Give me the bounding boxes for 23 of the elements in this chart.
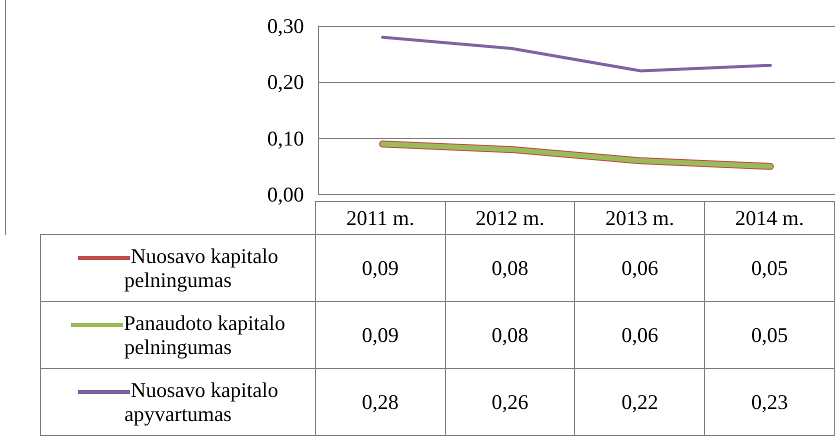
legend-label: Panaudoto kapitalo pelningumas (124, 311, 286, 359)
data-label: 0,08 (445, 234, 575, 302)
data-label: 0,09 (315, 302, 446, 368)
y-tick-label: 0,00 (267, 182, 304, 206)
y-tick-label: 0,30 (267, 14, 304, 38)
y-tick-label: 0,10 (267, 126, 304, 150)
data-label: 0,22 (574, 368, 705, 436)
data-label: 0,08 (445, 302, 575, 368)
data-label: 0,26 (445, 368, 575, 436)
data-label: 0,28 (315, 368, 446, 436)
data-label: 0,23 (704, 368, 834, 436)
data-label: 0,05 (704, 234, 834, 302)
data-label: 0,06 (574, 234, 705, 302)
y-tick-label: 0,20 (267, 70, 304, 94)
x-tick-label: 2012 m. (445, 202, 575, 234)
x-tick-label: 2011 m. (315, 202, 446, 234)
x-tick-label: 2014 m. (704, 202, 834, 234)
data-label: 0,09 (315, 234, 446, 302)
data-label: 0,05 (704, 302, 834, 368)
legend-label: Nuosavo kapitalo pelningumas (124, 244, 278, 292)
legend-label: Nuosavo kapitalo apyvartumas (124, 378, 278, 426)
data-label: 0,06 (574, 302, 705, 368)
x-tick-label: 2013 m. (574, 202, 705, 234)
